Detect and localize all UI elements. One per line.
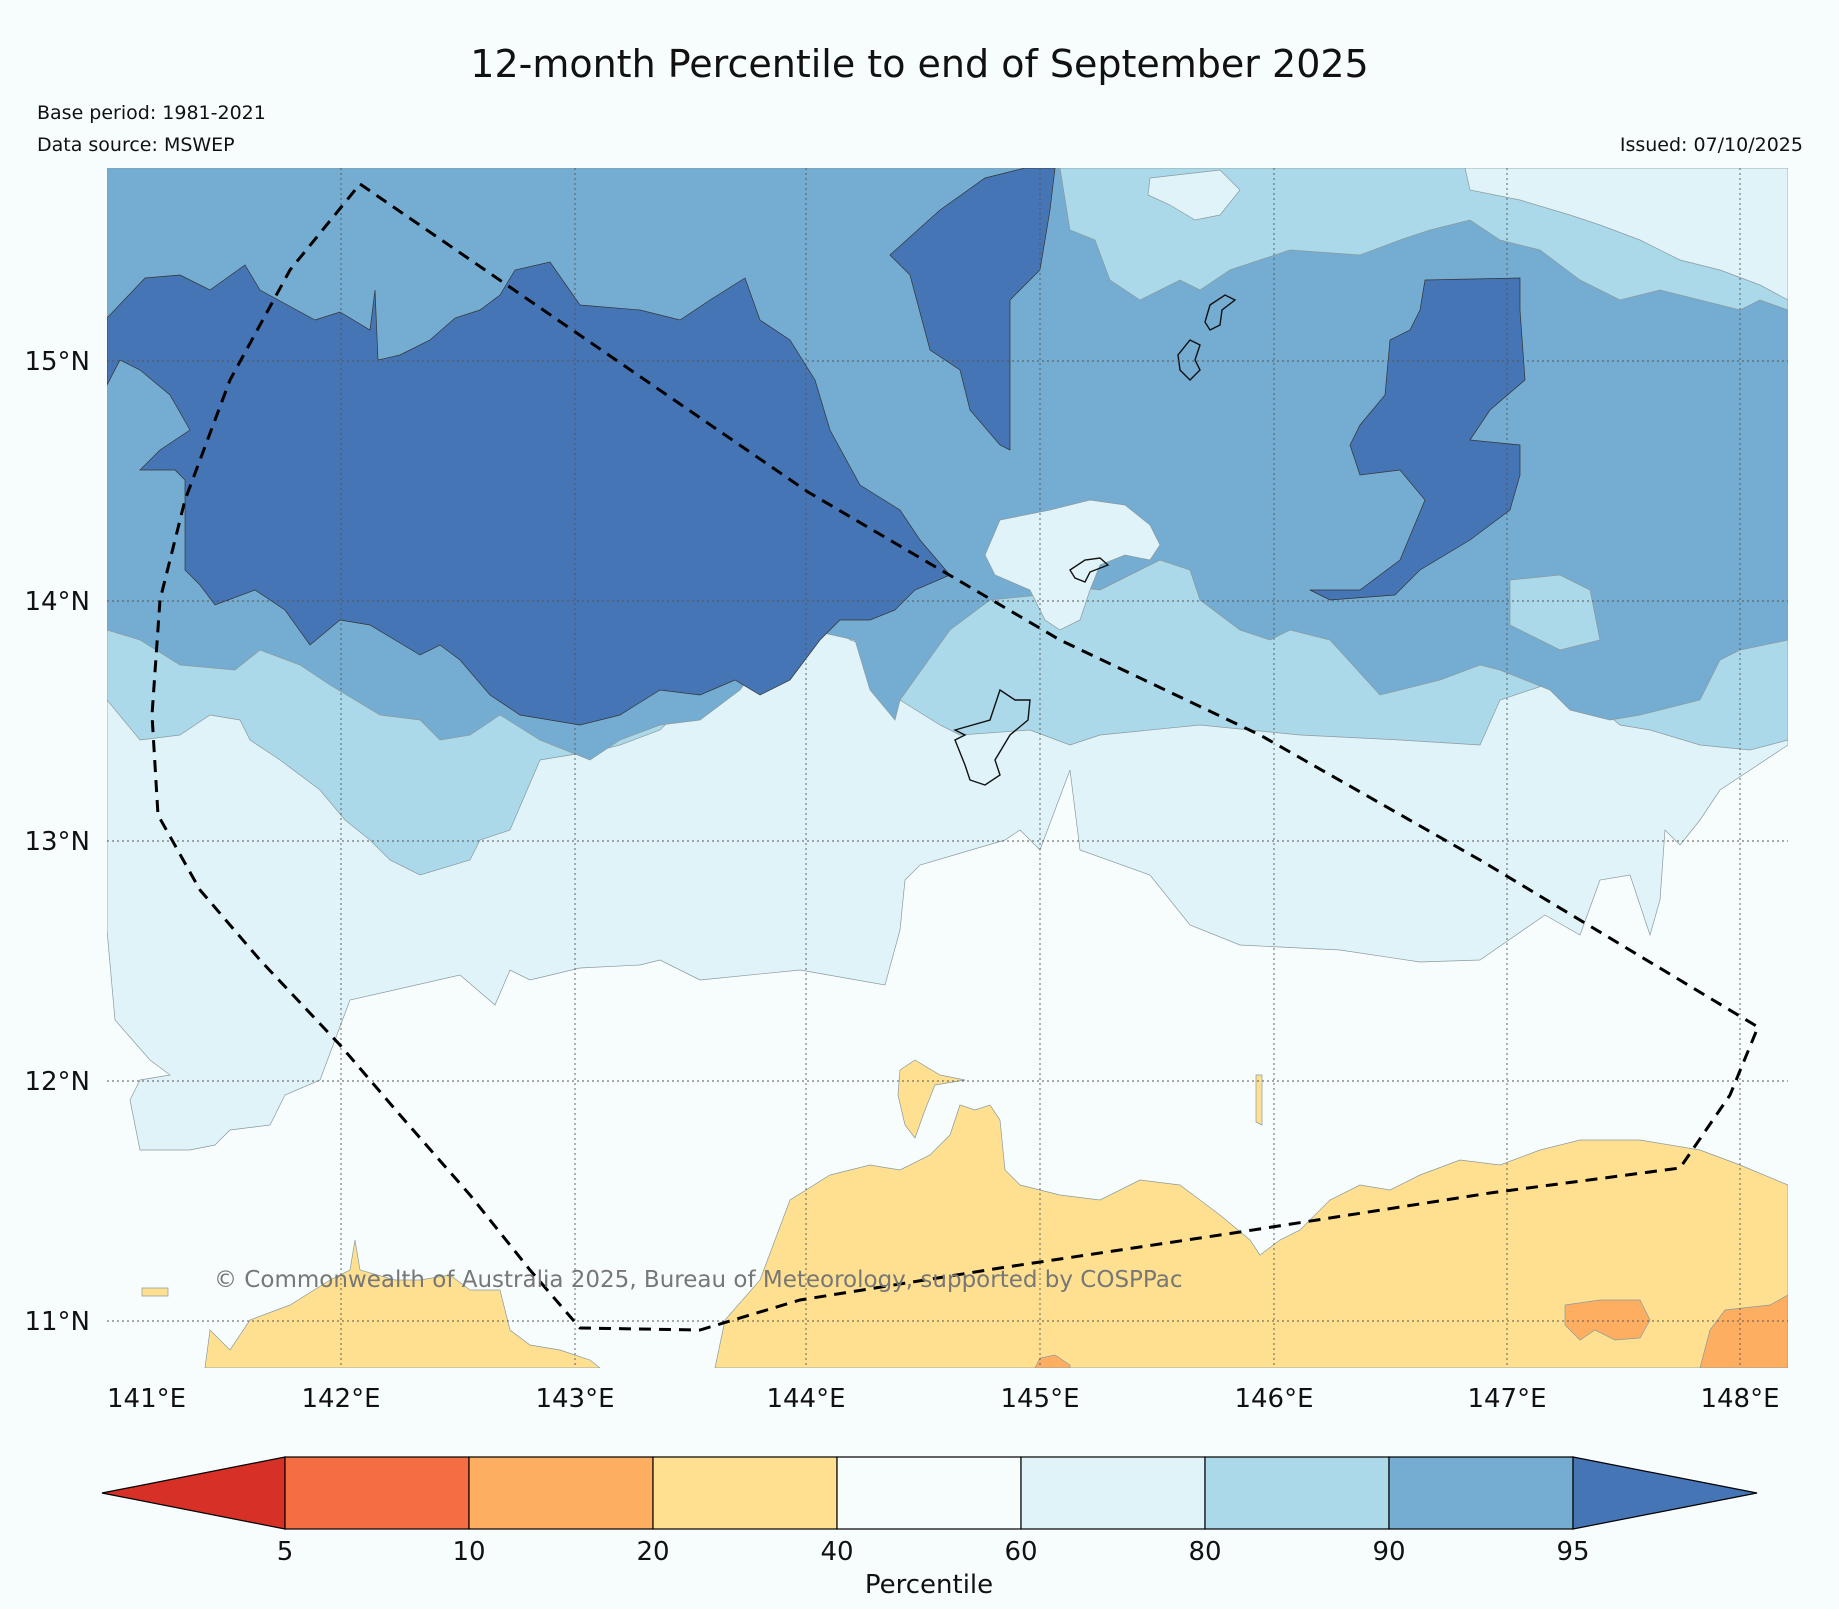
map-grid [107, 168, 1788, 1368]
colorbar-60-80 [1020, 1456, 1206, 1530]
map-title: 12-month Percentile to end of September … [470, 42, 1369, 86]
copyright-notice: © Commonwealth of Australia 2025, Bureau… [214, 1267, 1183, 1293]
lon-label: 144°E [766, 1384, 845, 1414]
band-above-95-east [1309, 277, 1526, 601]
island-outlines [953, 294, 1237, 786]
colorbar-title: Percentile [865, 1570, 993, 1600]
band-20-40-dot [141, 1287, 169, 1297]
issued-date-text: Issued: 07/10/2025 [1619, 134, 1803, 156]
longitude-labels: 141°E 142°E 143°E 144°E 145°E 146°E 147°… [107, 1384, 1780, 1414]
island-rota [1069, 557, 1110, 583]
band-20-40-patch [897, 1059, 966, 1139]
band-20-40-sw [204, 1239, 601, 1368]
band-20-40-region [714, 1104, 1788, 1368]
lat-label: 15°N [24, 347, 90, 377]
colorbar-above-95-arrow [1572, 1456, 1758, 1530]
colorbar-tick: 80 [1188, 1537, 1221, 1567]
map-area: © Commonwealth of Australia 2025, Bureau… [107, 168, 1788, 1368]
colorbar-5-10 [284, 1456, 470, 1530]
lon-label: 148°E [1700, 1384, 1779, 1414]
band-10-20-patch-2 [1699, 1294, 1788, 1368]
lon-label: 146°E [1234, 1384, 1313, 1414]
lon-label: 147°E [1467, 1384, 1546, 1414]
lat-label: 12°N [24, 1067, 90, 1097]
data-source-text: Data source: MSWEP [37, 134, 235, 156]
lat-label: 14°N [24, 587, 90, 617]
pocket-60-80-ne [1464, 168, 1788, 301]
colorbar-tick: 90 [1372, 1537, 1405, 1567]
pocket-60-80 [984, 499, 1161, 631]
pocket-80-90 [1509, 574, 1601, 651]
lon-label: 141°E [107, 1384, 186, 1414]
colorbar [101, 1456, 1758, 1530]
latitude-labels: 15°N 14°N 13°N 12°N 11°N [24, 347, 90, 1337]
band-20-40-sliver [1255, 1074, 1263, 1126]
colorbar-tick: 20 [636, 1537, 669, 1567]
colorbar-tick: 60 [1004, 1537, 1037, 1567]
band-above-95-west [107, 261, 951, 726]
colorbar-20-40 [652, 1456, 838, 1530]
colorbar-40-60 [836, 1456, 1022, 1530]
colorbar-tick: 95 [1556, 1537, 1589, 1567]
colorbar-ticks: 5 10 20 40 60 80 90 95 [277, 1537, 1590, 1567]
lon-label: 143°E [535, 1384, 614, 1414]
base-period-text: Base period: 1981-2021 [37, 102, 266, 124]
lat-label: 11°N [24, 1307, 90, 1337]
colorbar-80-90 [1204, 1456, 1390, 1530]
colorbar-tick: 5 [277, 1537, 294, 1567]
island-tinian [1204, 294, 1237, 331]
lat-label: 13°N [24, 827, 90, 857]
lon-label: 142°E [301, 1384, 380, 1414]
band-10-20-patch-1 [1564, 1299, 1651, 1341]
island-saipan [1177, 339, 1201, 381]
pocket-60-80-north [1147, 169, 1241, 221]
colorbar-tick: 40 [820, 1537, 853, 1567]
band-10-20-patch-3 [1034, 1354, 1071, 1368]
colorbar-below-5-arrow [101, 1456, 286, 1530]
island-guam [953, 688, 1031, 786]
colorbar-10-20 [468, 1456, 654, 1530]
eez-boundary [150, 181, 1760, 1332]
colorbar-90-95 [1388, 1456, 1574, 1530]
lon-label: 145°E [1000, 1384, 1079, 1414]
colorbar-tick: 10 [452, 1537, 485, 1567]
band-above-95-north [889, 168, 1056, 451]
